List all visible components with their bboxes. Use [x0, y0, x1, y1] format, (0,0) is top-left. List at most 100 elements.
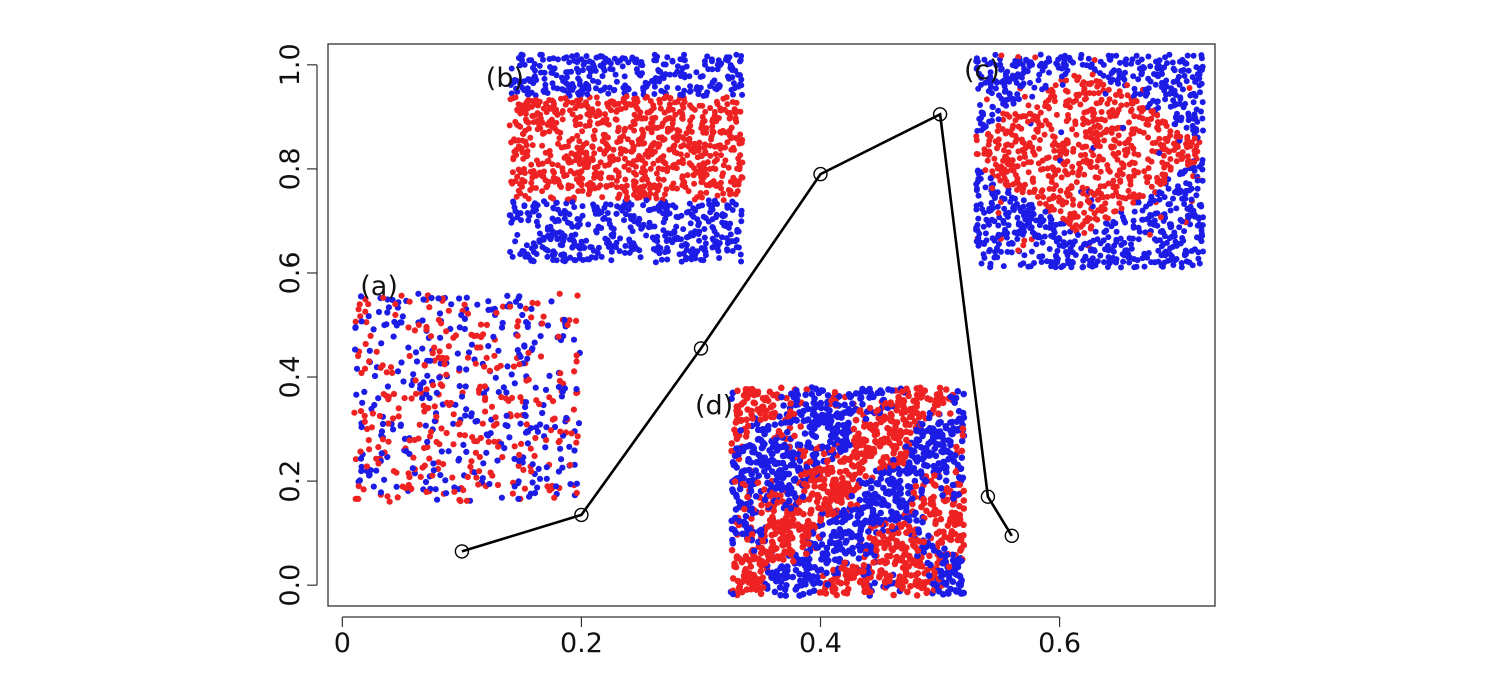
- inset-point: [568, 68, 575, 75]
- inset-point: [443, 371, 450, 378]
- inset-point: [1114, 77, 1121, 84]
- inset-point: [1184, 153, 1191, 160]
- inset-point: [464, 310, 472, 317]
- inset-point: [1028, 248, 1035, 255]
- inset-point: [566, 59, 573, 66]
- inset-point: [535, 465, 542, 472]
- inset-point: [575, 420, 583, 427]
- inset-point: [656, 182, 663, 189]
- inset-point: [686, 200, 693, 207]
- inset-point: [703, 125, 710, 132]
- inset-point: [441, 361, 448, 368]
- inset-point: [620, 84, 627, 91]
- inset-point: [1079, 144, 1086, 151]
- inset-point: [511, 380, 518, 387]
- inset-point: [621, 155, 628, 162]
- inset-point: [683, 256, 689, 263]
- inset-point: [591, 164, 598, 171]
- inset-point: [352, 318, 359, 325]
- inset-point: [1088, 80, 1095, 86]
- inset-point: [1003, 154, 1010, 161]
- inset-point: [711, 112, 718, 119]
- inset-point: [730, 526, 738, 534]
- inset-point: [572, 117, 579, 124]
- inset-point: [1144, 90, 1151, 97]
- inset-point: [1106, 168, 1113, 175]
- inset-point: [725, 164, 732, 171]
- inset-point: [355, 483, 362, 490]
- inset-point: [525, 125, 532, 132]
- inset-point: [727, 65, 734, 71]
- inset-point: [1158, 84, 1165, 90]
- inset-point: [1159, 263, 1166, 270]
- inset-point: [1062, 87, 1069, 94]
- inset-point: [735, 155, 742, 162]
- inset-point: [1155, 258, 1162, 265]
- inset-point: [1048, 179, 1055, 185]
- inset-point: [556, 377, 564, 384]
- inset-point: [577, 81, 583, 88]
- inset-point: [843, 579, 850, 587]
- inset-point: [1142, 229, 1149, 236]
- inset-point: [657, 68, 664, 75]
- inset-point: [702, 108, 709, 115]
- inset-point: [1037, 137, 1043, 143]
- inset-point: [980, 223, 987, 230]
- inset-point: [662, 191, 668, 198]
- inset-point: [1144, 179, 1151, 186]
- inset-point: [1152, 139, 1159, 146]
- inset-point: [438, 355, 445, 362]
- inset-point: [699, 113, 706, 120]
- inset-point: [488, 403, 496, 410]
- inset-point: [728, 124, 735, 131]
- inset-point: [357, 455, 365, 462]
- inset-point: [1106, 258, 1112, 265]
- inset-point: [586, 73, 593, 80]
- inset-point: [511, 443, 518, 450]
- inset-point: [515, 318, 522, 325]
- inset-point: [1051, 98, 1058, 105]
- inset-point: [541, 129, 548, 136]
- inset-point: [1118, 264, 1124, 271]
- inset-point: [1024, 68, 1031, 75]
- inset-point: [638, 135, 645, 142]
- inset-panel-c: [973, 51, 1206, 271]
- inset-point: [405, 470, 412, 477]
- inset-point: [924, 462, 931, 470]
- inset-point: [1131, 113, 1138, 120]
- inset-point: [724, 73, 731, 80]
- inset-point: [351, 409, 358, 416]
- inset-point: [560, 235, 567, 242]
- inset-point: [570, 406, 578, 413]
- inset-point: [529, 174, 536, 181]
- inset-point: [529, 257, 536, 264]
- inset-point: [974, 127, 981, 134]
- inset-point: [487, 430, 494, 437]
- inset-point: [408, 485, 415, 493]
- inset-point: [1167, 207, 1174, 214]
- inset-point: [540, 234, 547, 241]
- inset-point: [698, 256, 704, 263]
- inset-point: [981, 150, 988, 157]
- inset-point: [544, 253, 551, 260]
- inset-point: [522, 404, 529, 411]
- inset-point: [515, 187, 522, 194]
- inset-point: [631, 127, 638, 134]
- inset-point: [662, 160, 669, 167]
- inset-point: [504, 422, 511, 430]
- inset-point: [1081, 209, 1088, 216]
- inset-point: [665, 202, 671, 209]
- inset-point: [1037, 109, 1044, 116]
- inset-point: [523, 142, 530, 149]
- inset-point: [641, 183, 648, 190]
- inset-point: [1026, 222, 1033, 229]
- inset-point: [681, 71, 688, 78]
- inset-point: [871, 579, 878, 587]
- inset-point: [1147, 200, 1154, 207]
- inset-point: [1014, 186, 1020, 193]
- inset-point: [700, 213, 707, 220]
- inset-point: [1176, 100, 1183, 107]
- inset-point: [569, 199, 576, 206]
- inset-point: [987, 69, 994, 76]
